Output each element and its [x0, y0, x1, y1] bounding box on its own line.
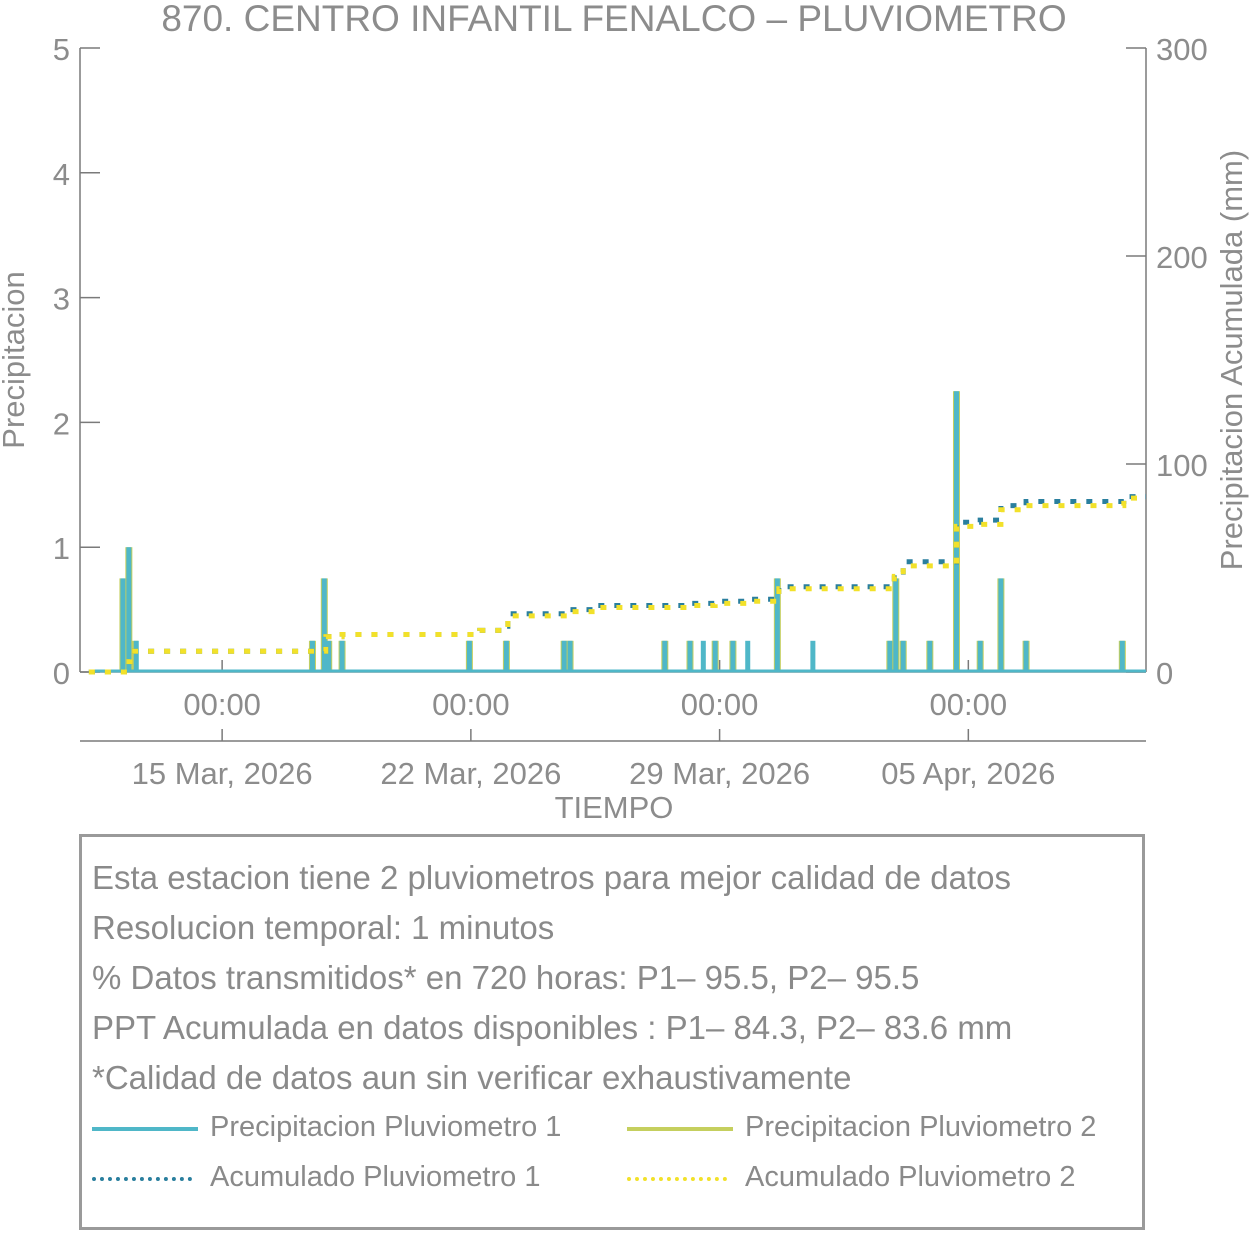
y-tick-label: 1: [53, 531, 70, 566]
rain-chart: 870. CENTRO INFANTIL FENALCO – PLUVIOMET…: [0, 0, 1249, 825]
y-tick-label: 2: [53, 406, 70, 441]
precip-bar: [977, 640, 983, 672]
y2-tick-label: 100: [1156, 448, 1208, 483]
y2-tick-label: 200: [1156, 240, 1208, 275]
y-tick-label: 3: [53, 282, 70, 317]
legend-swatch-precip-2: [627, 1127, 733, 1131]
y2-axis-ticks: 0 100 200 300: [1126, 32, 1208, 691]
legend-label: Acumulado Pluviometro 1: [210, 1161, 541, 1193]
info-line-stations: Esta estacion tiene 2 pluviometros para …: [92, 859, 1012, 896]
chart-title: 870. CENTRO INFANTIL FENALCO – PLUVIOMET…: [161, 0, 1066, 39]
precip-bar: [120, 578, 126, 672]
x-tick-date-label: 22 Mar, 2026: [380, 756, 561, 791]
x-tick-time-label: 00:00: [681, 687, 759, 722]
precip-bar: [700, 640, 706, 672]
x-tick-date-label: 29 Mar, 2026: [629, 756, 810, 791]
info-box: Esta estacion tiene 2 pluviometros para …: [79, 834, 1145, 1230]
plot-frame: [79, 48, 1147, 742]
precip-bar: [927, 640, 933, 672]
precip-bar: [687, 640, 693, 672]
legend-swatch-precip-1: [92, 1127, 198, 1131]
legend-swatch-cum-2: [627, 1177, 727, 1181]
precip-bar: [321, 578, 327, 672]
precip-bar: [730, 640, 736, 672]
cumulative-lines: [88, 494, 1146, 675]
legend-label: Precipitacion Pluviometro 1: [210, 1111, 562, 1143]
info-line-quality-note: *Calidad de datos aun sin verificar exha…: [92, 1059, 852, 1096]
precip-bar: [900, 640, 906, 672]
info-line-resolution: Resolucion temporal: 1 minutos: [92, 909, 555, 946]
precip-bar: [561, 640, 567, 672]
x-axis-ticks: 00:00 15 Mar, 2026 00:00 22 Mar, 2026 00:00 2…: [132, 660, 1055, 791]
precip-bar: [126, 547, 132, 672]
legend-swatch-cum-1: [92, 1177, 192, 1181]
x-axis-label: TIEMPO: [555, 790, 674, 825]
precip-bar: [810, 640, 816, 672]
x-tick-time-label: 00:00: [432, 687, 510, 722]
precip-bar: [309, 640, 315, 672]
precip-bar: [326, 640, 332, 672]
precipitation-bars: [88, 391, 1146, 673]
legend-label: Acumulado Pluviometro 2: [745, 1161, 1076, 1193]
cumulative-line-1: [88, 494, 1146, 675]
precip-bar: [662, 640, 668, 672]
info-line-accumulated: PPT Acumulada en datos disponibles : P1–…: [92, 1009, 1013, 1046]
precip-bar: [339, 640, 345, 672]
precip-bar: [466, 640, 472, 672]
x-tick-time-label: 00:00: [183, 687, 261, 722]
x-tick-time-label: 00:00: [930, 687, 1008, 722]
x-tick-date-label: 05 Apr, 2026: [881, 756, 1055, 791]
y2-tick-label: 300: [1156, 32, 1208, 67]
precip-bar: [133, 640, 139, 672]
y-tick-label: 5: [53, 32, 70, 67]
precip-bar: [1023, 640, 1029, 672]
y-tick-label: 0: [53, 656, 70, 691]
precip-bar: [893, 578, 899, 672]
y2-axis-label: Precipitacion Acumulada (mm): [1214, 150, 1249, 570]
y-axis-label: Precipitacion: [0, 271, 31, 448]
precip-bar: [887, 640, 893, 672]
precip-bar: [774, 578, 780, 672]
precip-bar: [503, 640, 509, 672]
y-axis-ticks: 0 1 2 3 4 5: [53, 32, 100, 691]
precip-bar: [1119, 640, 1125, 672]
precip-bar: [712, 640, 718, 672]
y-tick-label: 4: [53, 157, 70, 192]
precip-bar: [567, 640, 573, 672]
precip-bar: [998, 578, 1004, 672]
legend-label: Precipitacion Pluviometro 2: [745, 1111, 1097, 1143]
precip-bar: [745, 640, 751, 672]
x-tick-date-label: 15 Mar, 2026: [132, 756, 313, 791]
cumulative-line-2: [88, 495, 1146, 675]
y2-tick-label: 0: [1156, 656, 1173, 691]
info-line-transmitted: % Datos transmitidos* en 720 horas: P1– …: [92, 959, 920, 996]
